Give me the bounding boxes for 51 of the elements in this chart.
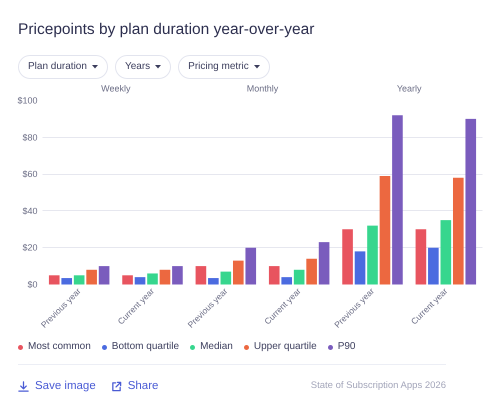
text: Save image [34, 379, 96, 394]
legend-label: Most common [27, 340, 91, 354]
text: State of Subscription Apps 2026 [310, 379, 446, 393]
bar [172, 266, 183, 284]
y-tick-label: $40 [22, 206, 38, 216]
legend-label: P90 [336, 340, 356, 354]
bar [294, 270, 304, 284]
bar [416, 229, 426, 284]
legend-label: Upper quartile [252, 340, 317, 354]
text: Years [114, 55, 172, 79]
bar [268, 266, 280, 284]
bar [147, 273, 158, 284]
text: Yearly [396, 84, 422, 94]
text: Weekly [101, 84, 132, 94]
chart-title: Pricepoints by plan duration year-over-year [18, 21, 316, 39]
bar [232, 260, 244, 284]
text: Share [126, 379, 158, 394]
bar [86, 270, 97, 284]
bar [74, 275, 84, 284]
bar [48, 275, 60, 284]
bar [134, 277, 146, 284]
bar [208, 278, 219, 284]
bar [61, 278, 72, 284]
bar [306, 258, 317, 284]
bar [281, 277, 292, 284]
bar [392, 115, 403, 284]
bar [380, 176, 390, 284]
bar [122, 275, 133, 284]
y-tick-label: $0 [27, 280, 38, 290]
bar [367, 226, 378, 284]
bar [452, 178, 464, 284]
bar [440, 220, 452, 284]
y-tick-label: $20 [22, 242, 38, 253]
bar [465, 118, 476, 284]
text: Pricing metric [178, 55, 270, 79]
y-tick-label: $100 [17, 96, 38, 106]
bar [160, 270, 170, 284]
y-tick-label: $80 [22, 132, 38, 142]
bar [428, 248, 439, 284]
bar [245, 248, 256, 284]
legend-label: Bottom quartile [110, 340, 180, 354]
legend-label: Median [199, 340, 233, 354]
text: Monthly [246, 84, 279, 94]
y-tick-label: $60 [22, 169, 38, 180]
text: Plan duration [18, 55, 108, 79]
bar [196, 266, 206, 284]
bar [342, 229, 353, 284]
bar [98, 266, 110, 284]
bar [354, 251, 366, 284]
bar [220, 272, 232, 284]
bar [318, 242, 330, 284]
